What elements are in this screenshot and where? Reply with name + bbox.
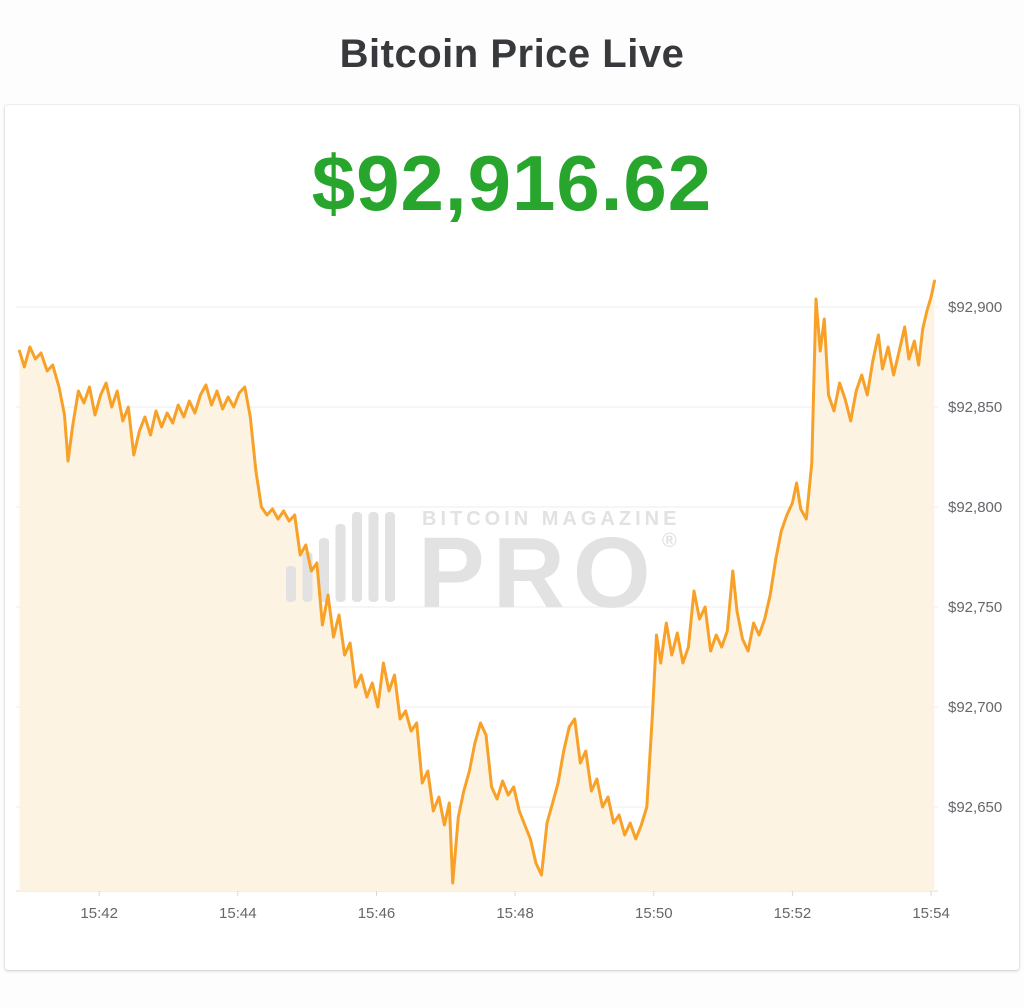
x-axis-label: 15:54	[912, 905, 950, 922]
watermark-logo-icon	[319, 537, 329, 602]
y-axis-label: $92,800	[948, 499, 1002, 516]
page: Bitcoin Price Live $92,916.62 $92,900 $92…	[5, 32, 1019, 970]
watermark-registered-mark: ®	[662, 530, 677, 552]
x-axis-label: 15:42	[80, 905, 118, 922]
y-axis-label: $92,850	[948, 399, 1002, 416]
watermark-logo-icon	[352, 511, 362, 602]
x-axis-label: 15:48	[496, 905, 534, 922]
watermark-brand-text: BITCOIN MAGAZINE	[422, 508, 680, 530]
price-area	[19, 280, 935, 891]
watermark-logo-icon	[286, 565, 296, 602]
x-axis-label: 15:50	[635, 905, 673, 922]
y-axis-label: $92,900	[948, 299, 1002, 316]
y-axis-label: $92,650	[948, 799, 1002, 816]
watermark-logo-icon	[385, 511, 395, 602]
page-title: Bitcoin Price Live	[339, 32, 685, 76]
x-axis-label: 15:46	[358, 905, 396, 922]
x-axis-label: 15:52	[774, 905, 812, 922]
price-value: $92,916.62	[311, 139, 713, 227]
chart-card: $92,916.62 $92,900 $92,850 $92,800 $92,750 $…	[5, 105, 1019, 970]
y-axis-label: $92,700	[948, 699, 1002, 716]
watermark-logo-icon	[335, 523, 346, 602]
y-axis-label: $92,750	[948, 599, 1002, 616]
price-chart: $92,900 $92,850 $92,800 $92,750 $92,700 $92,6…	[16, 279, 1002, 922]
watermark-pro-text: PRO	[418, 517, 659, 629]
price-line	[18, 279, 936, 885]
x-axis-label: 15:44	[219, 905, 257, 922]
watermark-logo-icon	[368, 511, 379, 602]
